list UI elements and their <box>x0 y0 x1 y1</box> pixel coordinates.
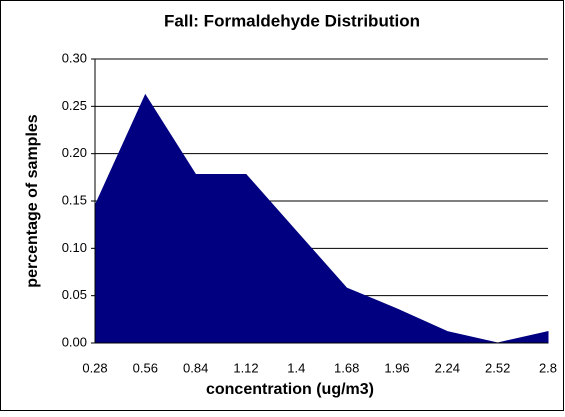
x-tick-label: 1.12 <box>233 360 258 375</box>
x-axis-title: concentration (ug/m3) <box>206 381 374 398</box>
y-tick-label: 0.10 <box>62 240 87 255</box>
x-tick-label: 0.56 <box>133 360 158 375</box>
y-tick-label: 0.25 <box>62 98 87 113</box>
y-tick-label: 0.00 <box>62 334 87 349</box>
x-tick-label: 2.8 <box>539 360 557 375</box>
y-tick-label: 0.20 <box>62 145 87 160</box>
y-tick-label: 0.15 <box>62 192 87 207</box>
chart-title: Fall: Formaldehyde Distribution <box>164 11 420 30</box>
area <box>94 93 549 344</box>
y-tick-label: 0.30 <box>62 50 87 65</box>
x-tick-label: 1.96 <box>384 360 409 375</box>
x-tick-label: 2.24 <box>435 360 460 375</box>
x-tick-label: 0.28 <box>82 360 107 375</box>
x-tick-label: 0.84 <box>183 360 208 375</box>
x-tick-label: 1.68 <box>334 360 359 375</box>
y-tick-label: 0.05 <box>62 287 87 302</box>
x-tick-label: 1.4 <box>287 360 305 375</box>
x-tick-label: 2.52 <box>485 360 510 375</box>
y-axis-title: percentage of samples <box>24 114 41 288</box>
